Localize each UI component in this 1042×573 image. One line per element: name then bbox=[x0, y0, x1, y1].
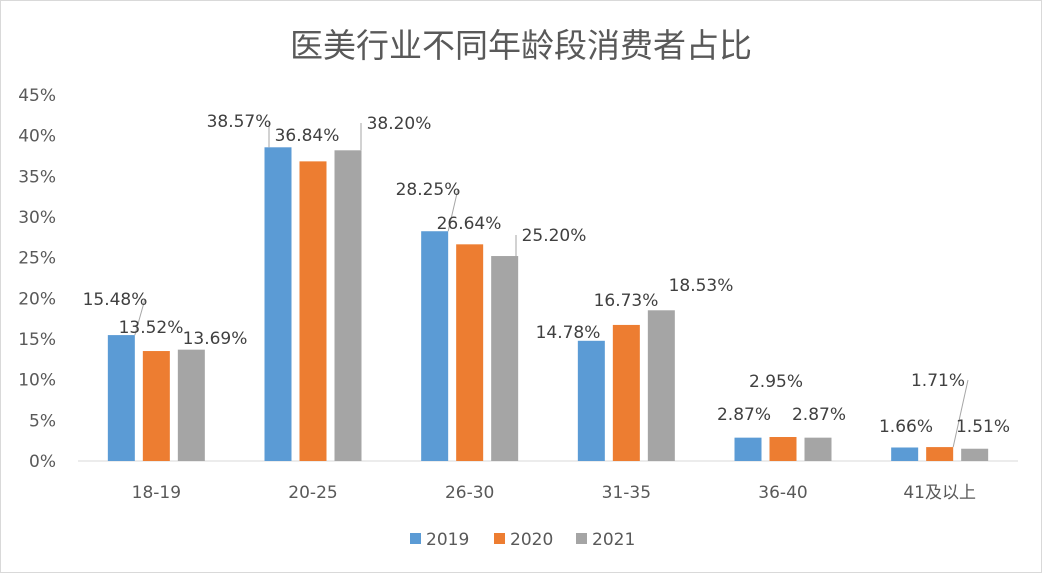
leader-line bbox=[447, 188, 459, 232]
x-tick-label: 36-40 bbox=[758, 483, 807, 503]
bar-2021-41及以上 bbox=[961, 448, 989, 461]
bar-2019-31-35 bbox=[577, 340, 605, 461]
bar-2019-36-40 bbox=[734, 437, 762, 461]
data-label: 38.20% bbox=[367, 114, 432, 134]
data-label: 15.48% bbox=[83, 290, 148, 310]
x-tick-label: 26-30 bbox=[445, 483, 494, 503]
bar-2020-18-19 bbox=[142, 351, 170, 461]
bar-2020-41及以上 bbox=[926, 447, 954, 461]
data-label: 38.57% bbox=[207, 112, 272, 132]
y-tick-label: 10% bbox=[18, 371, 56, 391]
legend-swatch-2021 bbox=[576, 533, 587, 544]
bar-2021-36-40 bbox=[804, 437, 832, 461]
x-tick-label: 31-35 bbox=[602, 483, 651, 503]
bar-2020-36-40 bbox=[769, 437, 797, 461]
y-tick-label: 20% bbox=[18, 289, 56, 309]
bar-2019-20-25 bbox=[264, 147, 292, 461]
data-label: 36.84% bbox=[275, 126, 340, 146]
data-label: 28.25% bbox=[396, 180, 461, 200]
x-tick-label: 18-19 bbox=[132, 483, 181, 503]
bar-2019-41及以上 bbox=[891, 447, 919, 461]
leader-line bbox=[952, 379, 969, 448]
data-label: 16.73% bbox=[594, 291, 659, 311]
legend-label: 2021 bbox=[592, 530, 635, 550]
bar-2021-18-19 bbox=[177, 349, 205, 461]
data-label: 13.52% bbox=[119, 318, 184, 338]
bar-2019-26-30 bbox=[421, 231, 449, 461]
bar-2020-20-25 bbox=[299, 161, 327, 462]
data-label: 13.69% bbox=[183, 329, 248, 349]
bar-2021-26-30 bbox=[491, 256, 519, 461]
bar-2021-20-25 bbox=[334, 150, 362, 461]
leader-line bbox=[134, 298, 146, 336]
legend-label: 2020 bbox=[510, 530, 553, 550]
data-label: 2.95% bbox=[749, 372, 803, 392]
data-label: 18.53% bbox=[669, 276, 734, 296]
y-tick-label: 15% bbox=[18, 330, 56, 350]
y-tick-label: 40% bbox=[18, 127, 56, 147]
legend-swatch-2020 bbox=[494, 533, 505, 544]
legend-swatch-2019 bbox=[410, 533, 421, 544]
chart-title: 医美行业不同年龄段消费者占比 bbox=[290, 26, 752, 65]
y-tick-label: 5% bbox=[29, 411, 56, 431]
data-label: 25.20% bbox=[522, 226, 587, 246]
y-tick-label: 45% bbox=[18, 86, 56, 106]
bar-2020-26-30 bbox=[456, 244, 484, 461]
data-label: 1.71% bbox=[911, 371, 965, 391]
data-label: 1.66% bbox=[879, 417, 933, 437]
data-label: 1.51% bbox=[956, 417, 1010, 437]
x-tick-label: 20-25 bbox=[288, 483, 337, 503]
x-tick-label: 41及以上 bbox=[903, 483, 976, 503]
data-label: 26.64% bbox=[437, 214, 502, 234]
bar-2019-18-19 bbox=[107, 335, 135, 461]
data-label: 2.87% bbox=[792, 405, 846, 425]
bar-2020-31-35 bbox=[612, 324, 640, 461]
data-label: 2.87% bbox=[717, 405, 771, 425]
data-label: 14.78% bbox=[536, 323, 601, 343]
bar-2021-31-35 bbox=[647, 310, 675, 461]
y-tick-label: 30% bbox=[18, 208, 56, 228]
y-tick-label: 35% bbox=[18, 167, 56, 187]
legend-label: 2019 bbox=[426, 530, 469, 550]
y-tick-label: 0% bbox=[29, 452, 56, 472]
y-tick-label: 25% bbox=[18, 249, 56, 269]
